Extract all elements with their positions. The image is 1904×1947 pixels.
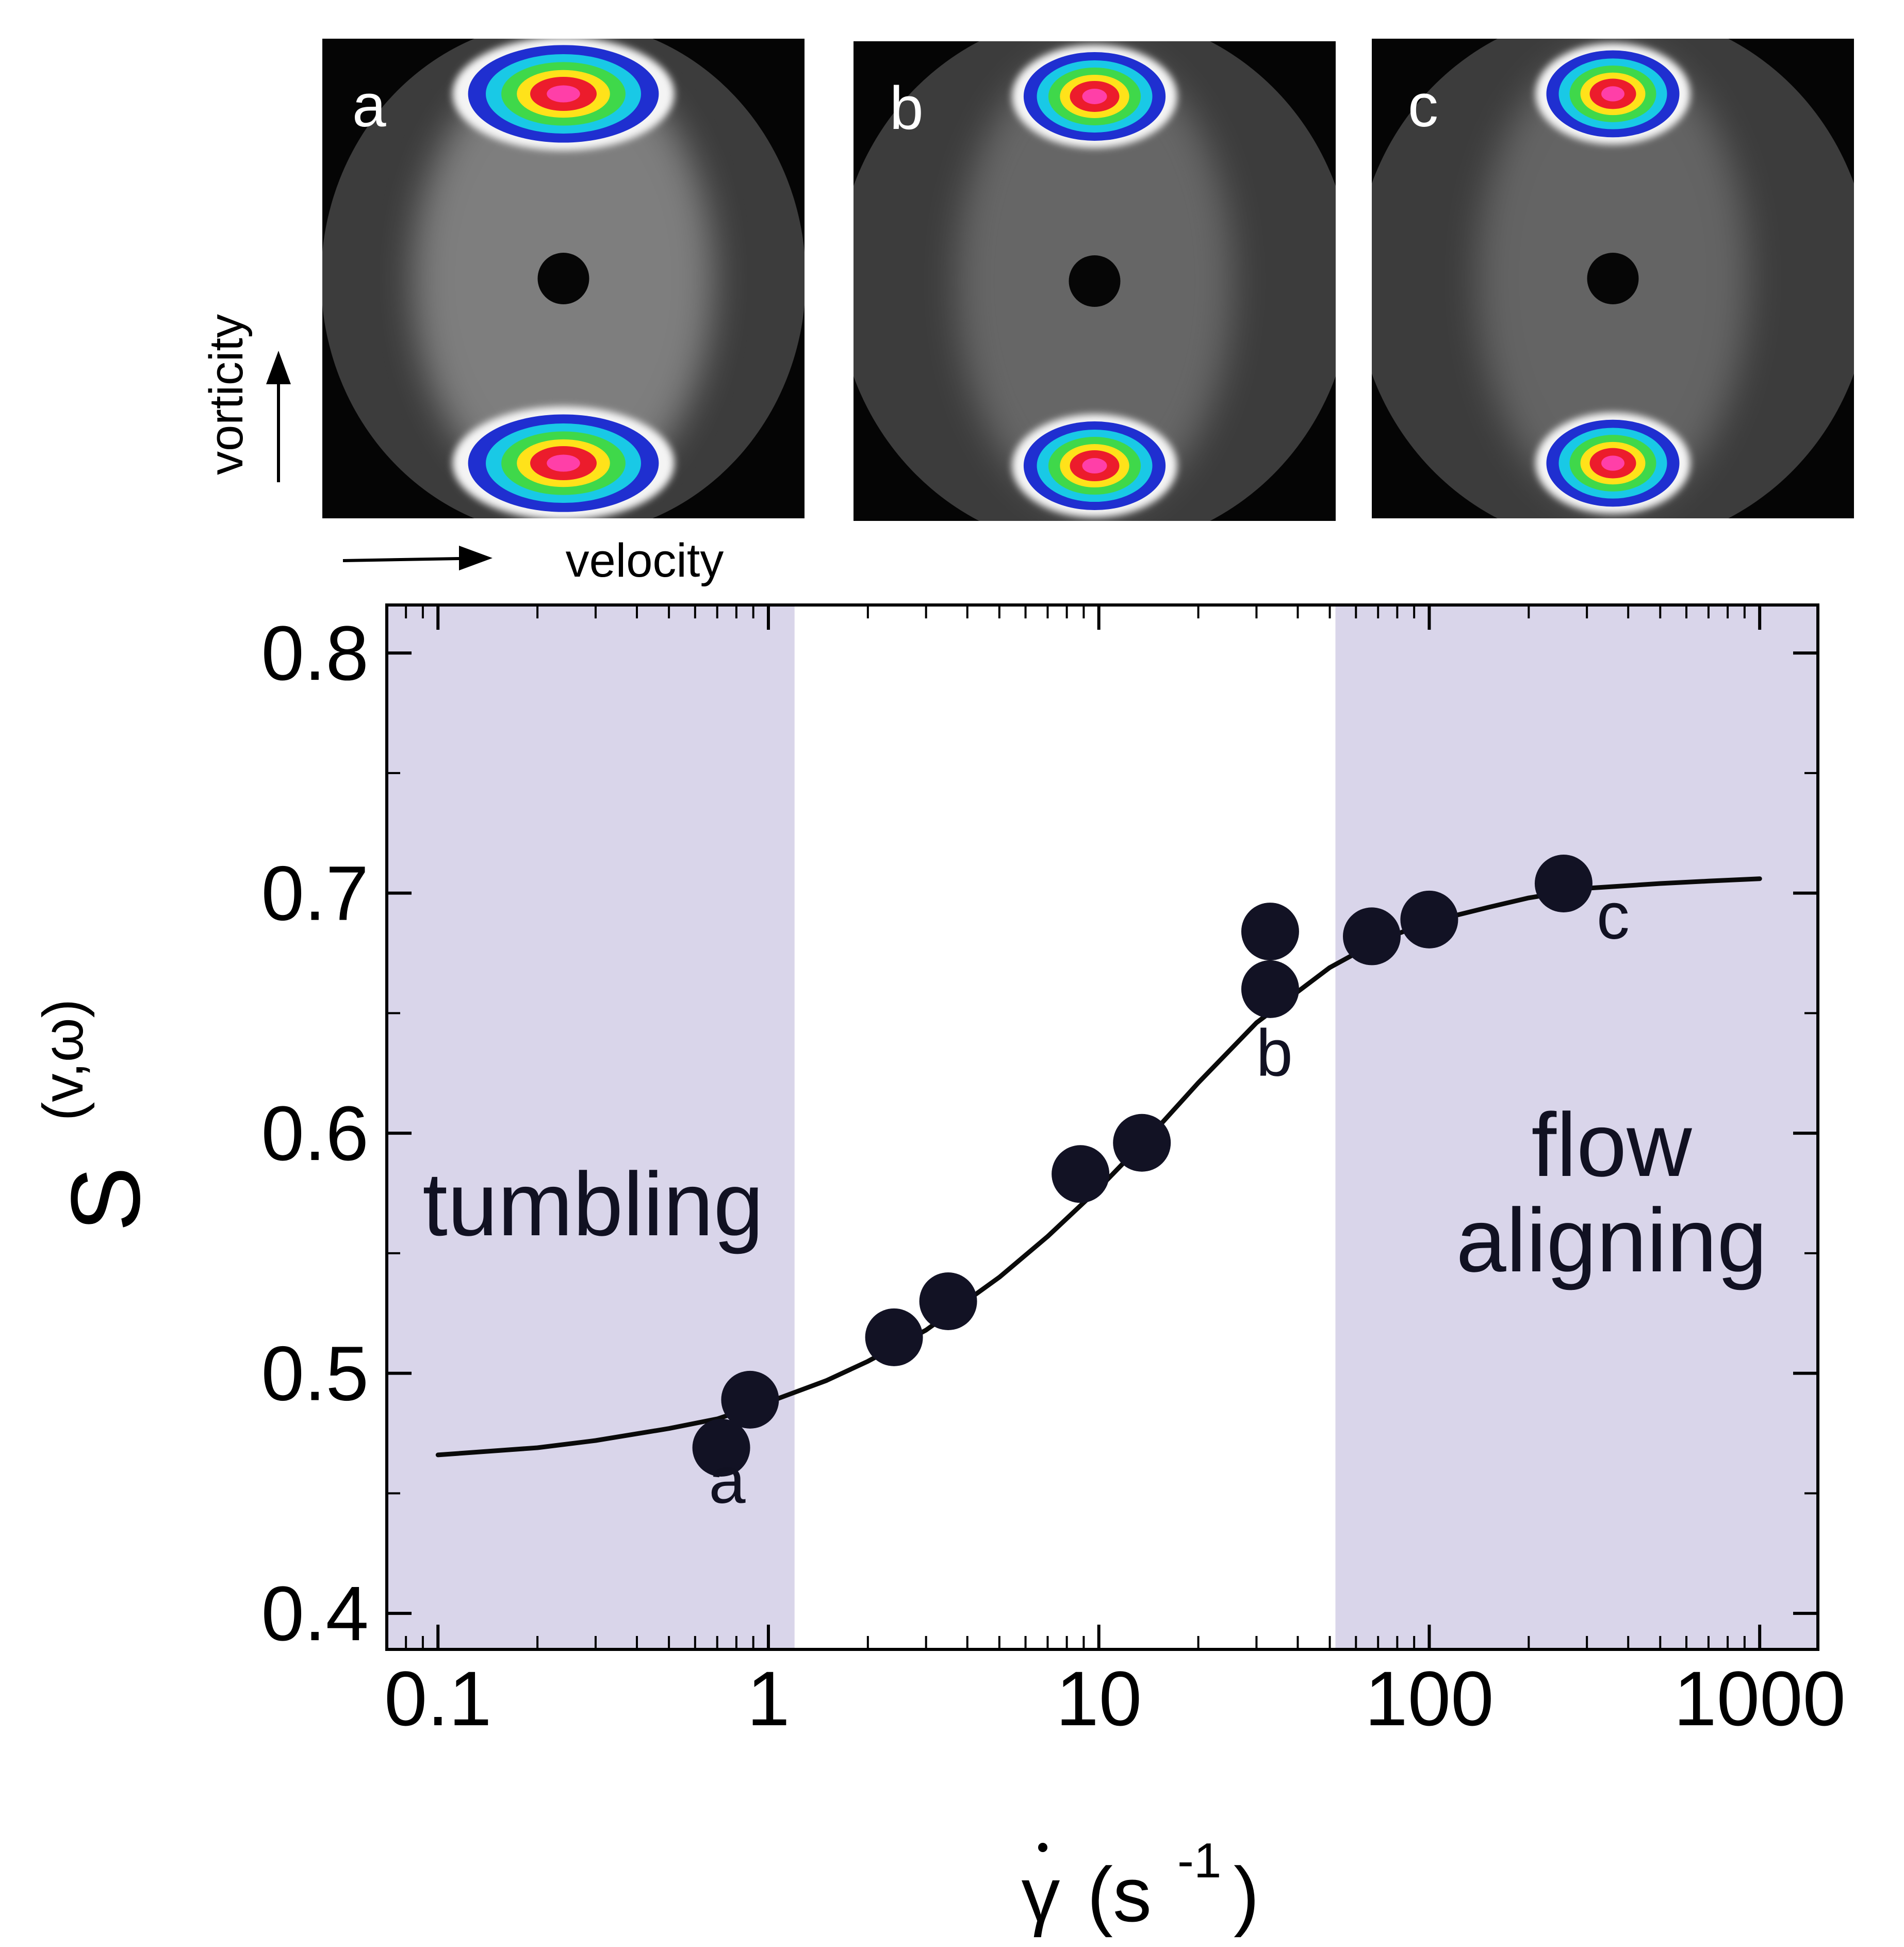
data-point [721, 1370, 779, 1429]
data-point [1241, 960, 1299, 1018]
data-point [1052, 1145, 1110, 1203]
y-tick-label: 0.4 [261, 1570, 369, 1657]
data-point [1400, 890, 1458, 948]
data-point [1113, 1114, 1171, 1172]
annotation-b: b [1256, 1016, 1293, 1090]
y-tick-label: 0.5 [261, 1330, 369, 1417]
data-point [692, 1418, 750, 1477]
data-point [1343, 907, 1401, 966]
data-point [865, 1308, 923, 1366]
lower-peak [1535, 413, 1690, 514]
lower-peak [1012, 414, 1177, 518]
scattering-panel-c [1372, 39, 1854, 518]
upper-peak [1012, 44, 1177, 148]
y-axis-superscript: (v,ω) [31, 999, 95, 1121]
y-tick-label: 0.7 [261, 850, 369, 937]
axis-ticks [386, 605, 1818, 1649]
upper-peak [452, 39, 675, 151]
x-axis-symbol: γ [1022, 1851, 1060, 1938]
x-tick-label: 0.1 [384, 1655, 492, 1742]
vorticity-label: vorticity [200, 314, 253, 475]
data-points [692, 855, 1593, 1477]
velocity-arrow [342, 546, 493, 570]
vorticity-arrow [266, 351, 291, 482]
x-axis-title: γ (s -1 ) [1022, 1833, 1259, 1938]
annotation-a: a [709, 1444, 746, 1517]
point-annotations: a b c [709, 879, 1630, 1517]
tick-labels: 0.1 1 10 100 1000 0.4 0.5 0.6 0.7 0.8 [261, 610, 1846, 1742]
x-tick-label: 1000 [1673, 1655, 1846, 1742]
x-tick-label: 1 [747, 1655, 790, 1742]
y-tick-label: 0.8 [261, 610, 369, 696]
region-label-tumbling: tumbling [422, 1154, 763, 1255]
region-label-flow-aligning: aligning [1456, 1190, 1767, 1291]
lower-peak [452, 406, 675, 518]
y-axis-symbol: S [51, 1167, 160, 1232]
beam-stop [1069, 255, 1121, 307]
x-axis-unit: (s [1087, 1851, 1152, 1938]
beam-stop [537, 253, 589, 304]
panel-label-c: c [1408, 72, 1438, 140]
band-flow-aligning [1335, 605, 1818, 1649]
y-axis-title: S (v,ω) [31, 999, 160, 1232]
x-axis-close: ) [1234, 1851, 1259, 1938]
y-tick-label: 0.6 [261, 1090, 369, 1176]
data-point [919, 1272, 977, 1330]
data-point [1534, 855, 1593, 912]
scattering-panel-b [853, 41, 1336, 521]
plot-frame [385, 603, 1819, 1651]
panel-label-a: a [352, 72, 386, 140]
x-axis-dot [1038, 1843, 1047, 1852]
upper-peak [1535, 43, 1690, 144]
region-label-flow-aligning: flow [1531, 1095, 1692, 1196]
x-tick-label: 10 [1056, 1655, 1142, 1742]
scattering-panel-a [322, 39, 805, 518]
x-axis-exponent: -1 [1177, 1833, 1221, 1888]
x-tick-label: 100 [1365, 1655, 1493, 1742]
beam-stop [1587, 253, 1639, 304]
panel-label-b: b [890, 74, 924, 142]
data-point [1241, 903, 1299, 961]
annotation-c: c [1597, 879, 1630, 953]
velocity-label: velocity [566, 534, 724, 587]
